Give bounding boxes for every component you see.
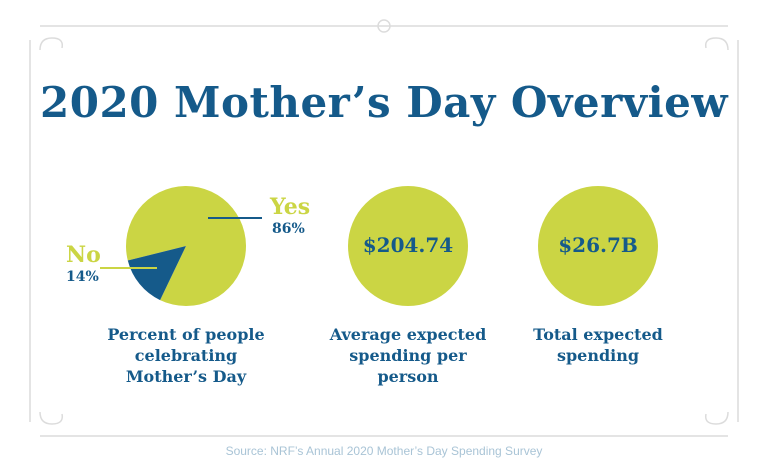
stat-value: $26.7B [558,233,638,257]
title: 2020 Mother’s Day Overview [40,78,728,127]
pie-slice [127,246,186,301]
pie-slice [126,186,247,307]
border [29,19,739,437]
pie-caption: Percent of people celebrating Mother’s D… [107,325,265,386]
no-value: 14% [66,269,99,285]
stat-label: Total expected spending [533,325,663,365]
yes-value: 86% [272,221,305,237]
yes-label: Yes [270,194,311,220]
source: Source: NRF’s Annual 2020 Mother’s Day S… [225,444,543,458]
stat-circle [348,186,468,306]
stat-value: $204.74 [362,233,454,257]
stat-circle [538,186,658,306]
no-label: No [66,242,101,268]
stat-label: Average expected spending per person [329,325,487,386]
